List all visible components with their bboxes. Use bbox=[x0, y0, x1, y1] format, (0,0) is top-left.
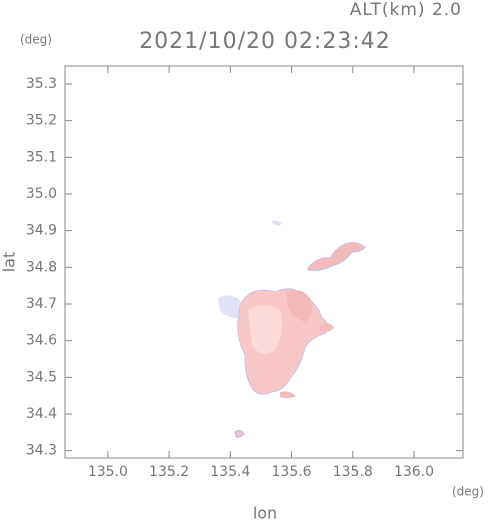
echo-region bbox=[272, 220, 282, 226]
y-tick-label: 35.0 bbox=[26, 186, 57, 202]
echo-region bbox=[234, 430, 245, 438]
x-tick-label: 135.8 bbox=[333, 464, 373, 480]
echo-field bbox=[218, 220, 366, 438]
x-axis-label: lon bbox=[253, 504, 277, 521]
x-tick-label: 136.0 bbox=[394, 464, 434, 480]
echo-region bbox=[248, 305, 283, 354]
y-tick-label: 34.4 bbox=[26, 406, 57, 422]
plot-frame bbox=[64, 65, 464, 459]
y-tick-label: 35.3 bbox=[26, 76, 57, 92]
x-unit: (deg) bbox=[452, 485, 484, 499]
x-tick-label: 135.6 bbox=[272, 464, 312, 480]
y-axis-label: lat bbox=[0, 252, 19, 273]
y-tick-label: 34.6 bbox=[26, 333, 57, 349]
y-tick-label: 34.8 bbox=[26, 259, 57, 275]
chart-subtitle: ALT(km) 2.0 bbox=[350, 0, 462, 20]
echo-region bbox=[218, 295, 240, 318]
echo-region bbox=[307, 242, 366, 271]
y-unit: (deg) bbox=[20, 33, 52, 47]
echo-region bbox=[237, 288, 328, 395]
x-tick-label: 135.4 bbox=[210, 464, 250, 480]
echo-region bbox=[320, 323, 334, 333]
y-tick-label: 35.2 bbox=[26, 113, 57, 129]
echo-region bbox=[280, 391, 296, 399]
echo-region bbox=[286, 290, 313, 322]
chart-title: 2021/10/20 02:23:42 bbox=[139, 29, 391, 54]
y-tick-label: 34.3 bbox=[26, 443, 57, 459]
y-tick-label: 34.7 bbox=[26, 296, 57, 312]
y-tick-label: 35.1 bbox=[26, 149, 57, 165]
y-tick-label: 34.5 bbox=[26, 369, 57, 385]
x-tick-label: 135.0 bbox=[88, 464, 128, 480]
y-tick-label: 34.9 bbox=[26, 223, 57, 239]
x-tick-label: 135.2 bbox=[149, 464, 189, 480]
